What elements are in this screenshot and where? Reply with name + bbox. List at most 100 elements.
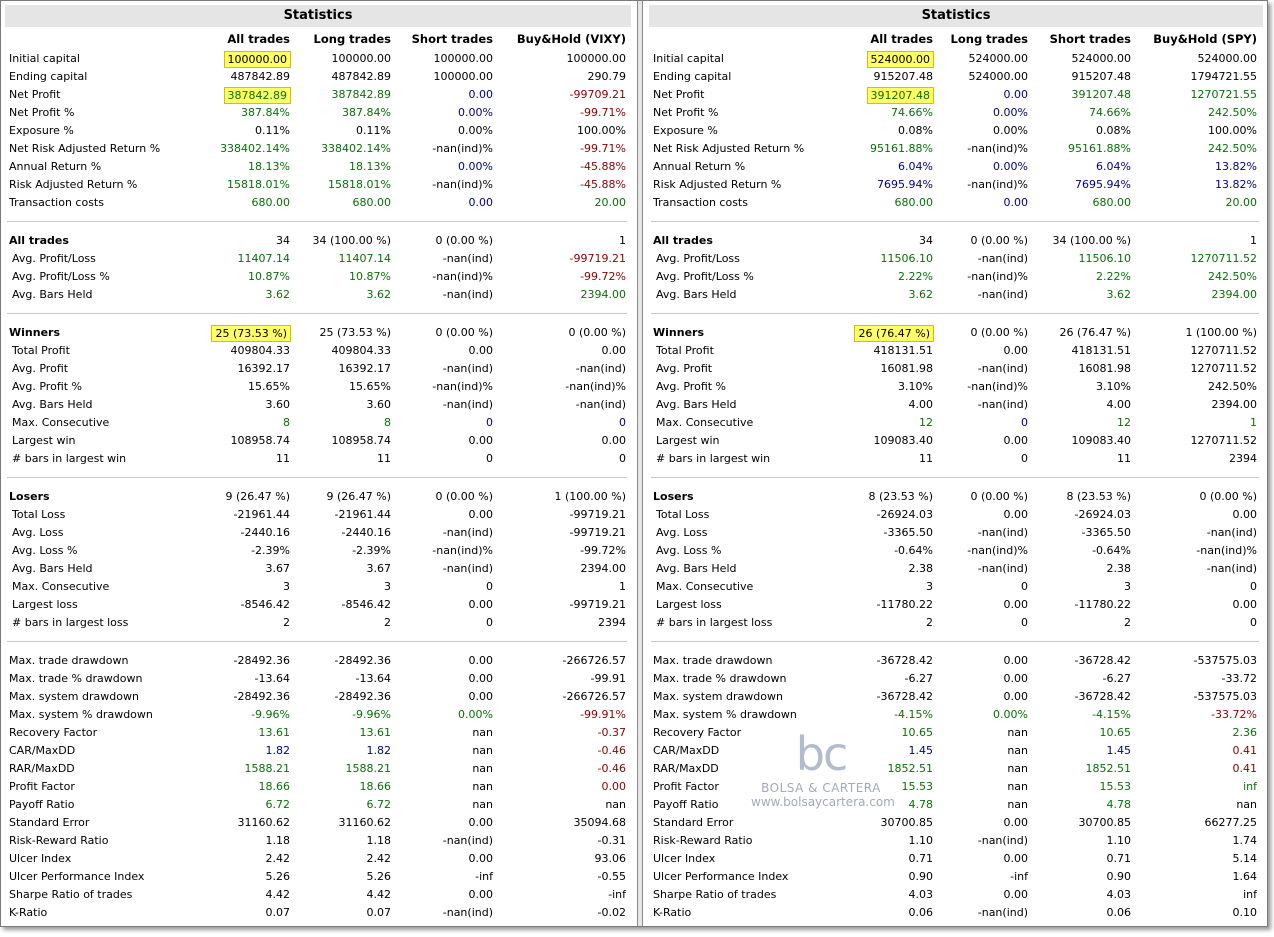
row-label: Risk Adjusted Return % <box>653 178 782 191</box>
cell-value: 30700.85 <box>880 816 934 829</box>
cell-value: -2440.16 <box>240 526 290 539</box>
cell-value: 8 (23.53 %) <box>868 490 933 503</box>
cell-value: 0 <box>619 416 626 429</box>
cell-value: 1.82 <box>265 744 291 757</box>
cell-value: -nan(ind) <box>442 526 493 539</box>
cell-value: 0.00 <box>468 196 494 209</box>
cell-value: 34 <box>276 234 290 247</box>
cell-value: 15.53 <box>901 780 934 793</box>
cell-value: 12 <box>919 416 933 429</box>
cell-value: -nan(ind) <box>977 906 1028 919</box>
table-row: Avg. Loss -3365.50 -nan(ind) -3365.50 -nan(i… <box>649 523 1263 541</box>
row-label: Avg. Bars Held <box>12 398 93 411</box>
cell-value: 95161.88% <box>1068 142 1131 155</box>
cell-value: 0.00 <box>1003 344 1029 357</box>
table-row: Largest loss -11780.22 0.00 -11780.22 0.00 <box>649 595 1263 613</box>
cell-value: -nan(ind)% <box>565 380 626 393</box>
cell-value: 2.22% <box>1096 270 1131 283</box>
cell-value: 0 <box>1021 452 1028 465</box>
row-label: Avg. Profit % <box>656 380 727 393</box>
cell-value: 680.00 <box>1092 196 1132 209</box>
section-separator <box>5 303 631 323</box>
panel-title: Statistics <box>5 5 631 27</box>
row-label: Winners <box>653 326 704 339</box>
section-separator <box>649 303 1263 323</box>
row-label: # bars in largest loss <box>656 616 773 629</box>
cell-value: 0 (0.00 %) <box>435 490 493 503</box>
cell-value: 0.00 <box>1003 508 1029 521</box>
panel-divider[interactable] <box>637 1 643 926</box>
cell-value: 16392.17 <box>237 362 291 375</box>
table-row: Total Loss -21961.44 -21961.44 0.00 -99719.2… <box>5 505 631 523</box>
row-label: Recovery Factor <box>653 726 742 739</box>
cell-value: 0.00 <box>1003 888 1029 901</box>
table-row: Ulcer Index 0.71 0.00 0.71 5.14 <box>649 849 1263 867</box>
column-headers: All trades Long trades Short trades Buy&… <box>649 32 1263 48</box>
row-label: Avg. Bars Held <box>12 562 93 575</box>
table-row: Avg. Profit % 15.65% 15.65% -nan(ind)% -nan(… <box>5 377 631 395</box>
cell-value: -nan(ind)% <box>432 544 493 557</box>
cell-value: 4.78 <box>908 798 934 811</box>
cell-value: 418131.51 <box>873 344 934 357</box>
cell-value: 0.06 <box>1106 906 1132 919</box>
cell-value: 13.61 <box>258 726 291 739</box>
table-row: Initial capital 524000.00 524000.00 524000.… <box>649 49 1263 68</box>
section-header-row: All trades 34 34 (100.00 %) 0 (0.00 %) 1 <box>5 231 631 249</box>
cell-value: 13.82% <box>1215 178 1257 191</box>
cell-value: 0.00% <box>458 708 493 721</box>
cell-value: 6.72 <box>265 798 291 811</box>
cell-value: 100.00% <box>577 124 626 137</box>
cell-value: 5.14 <box>1232 852 1258 865</box>
cell-value: 487842.89 <box>230 70 291 83</box>
row-label: Net Profit % <box>653 106 719 119</box>
row-label: Max. trade % drawdown <box>653 672 787 685</box>
table-row: Transaction costs 680.00 680.00 0.00 20.00 <box>5 193 631 211</box>
row-label: Sharpe Ratio of trades <box>653 888 777 901</box>
cell-value: 11506.10 <box>1078 252 1132 265</box>
cell-value: 100000.00 <box>433 70 494 83</box>
cell-value: 108958.74 <box>230 434 291 447</box>
cell-value: 35094.68 <box>573 816 627 829</box>
cell-value: 4.03 <box>908 888 934 901</box>
row-label: Largest win <box>656 434 720 447</box>
table-row: RAR/MaxDD 1852.51 nan 1852.51 0.41 <box>649 759 1263 777</box>
row-label: Losers <box>653 490 694 503</box>
row-label: RAR/MaxDD <box>653 762 719 775</box>
cell-value: 1 <box>619 580 626 593</box>
table-row: Risk-Reward Ratio 1.18 1.18 -nan(ind) -0.31 <box>5 831 631 849</box>
row-label: Total Loss <box>656 508 710 521</box>
cell-value: 1270711.52 <box>1190 362 1257 375</box>
cell-value: 0.11% <box>356 124 391 137</box>
row-label: Ending capital <box>9 70 88 83</box>
cell-value: 15818.01% <box>227 178 290 191</box>
cell-value: -28492.36 <box>233 690 290 703</box>
cell-value: 4.03 <box>1106 888 1132 901</box>
cell-value: 18.13% <box>248 160 290 173</box>
cell-value: 2394.00 <box>1211 288 1258 301</box>
table-row: Largest win 108958.74 108958.74 0.00 0.00 <box>5 431 631 449</box>
cell-value: 4.00 <box>908 398 934 411</box>
cell-value: -nan(ind) <box>442 906 493 919</box>
cell-value: 11 <box>276 452 290 465</box>
row-label: Total Loss <box>12 508 66 521</box>
cell-value: 8 <box>283 416 290 429</box>
cell-value: 11506.10 <box>880 252 934 265</box>
table-row: Annual Return % 6.04% 0.00% 6.04% 13.82% <box>649 157 1263 175</box>
table-row: Exposure % 0.11% 0.11% 0.00% 100.00% <box>5 121 631 139</box>
cell-value: -99.91 <box>590 672 626 685</box>
cell-value: 11407.14 <box>237 252 291 265</box>
cell-value: 0.00 <box>1003 672 1029 685</box>
row-label: Exposure % <box>9 124 74 137</box>
cell-value: 1.64 <box>1232 870 1258 883</box>
cell-value: 409804.33 <box>230 344 291 357</box>
cell-value: 15.53 <box>1099 780 1132 793</box>
cell-value: 3.62 <box>366 288 392 301</box>
cell-value: inf <box>1243 780 1257 793</box>
cell-value: 0.00 <box>601 780 627 793</box>
header-short-trades: Short trades <box>411 32 493 46</box>
cell-value: nan <box>1007 762 1028 775</box>
cell-value: 5.26 <box>366 870 392 883</box>
row-label: Avg. Bars Held <box>656 288 737 301</box>
cell-value: 1.10 <box>1106 834 1132 847</box>
cell-value: 0.00 <box>468 344 494 357</box>
